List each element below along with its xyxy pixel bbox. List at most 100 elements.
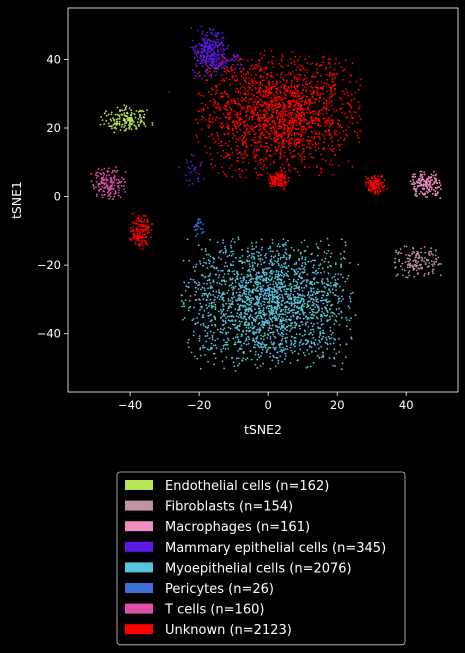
scatter-point <box>258 356 261 359</box>
scatter-point <box>205 151 208 154</box>
scatter-point <box>215 32 217 35</box>
scatter-point <box>124 171 127 174</box>
scatter-point <box>232 260 235 263</box>
scatter-point <box>231 103 233 105</box>
scatter-point <box>273 176 275 178</box>
scatter-point <box>228 254 231 257</box>
scatter-point <box>314 63 317 66</box>
scatter-point <box>269 279 271 282</box>
scatter-point <box>205 119 207 121</box>
scatter-point <box>237 59 240 62</box>
scatter-point <box>289 362 292 364</box>
scatter-point <box>325 252 328 255</box>
scatter-point <box>230 311 233 314</box>
scatter-point <box>257 140 260 143</box>
scatter-point <box>219 251 221 254</box>
scatter-point <box>418 256 421 259</box>
scatter-point <box>333 68 336 71</box>
scatter-point <box>300 113 303 116</box>
scatter-point <box>229 277 232 280</box>
scatter-point <box>300 98 303 100</box>
scatter-point <box>378 192 380 194</box>
scatter-point <box>293 107 295 110</box>
scatter-point <box>357 263 360 266</box>
scatter-point <box>273 127 275 129</box>
scatter-point <box>323 260 326 263</box>
scatter-point <box>223 313 225 316</box>
scatter-point <box>259 282 262 285</box>
scatter-point <box>302 116 305 119</box>
scatter-point <box>220 312 223 315</box>
scatter-point <box>116 106 119 109</box>
scatter-point <box>317 301 319 303</box>
scatter-point <box>293 309 295 311</box>
scatter-point <box>204 34 206 37</box>
scatter-point <box>285 318 287 321</box>
scatter-point <box>301 140 304 143</box>
scatter-point <box>263 79 265 82</box>
scatter-point <box>270 74 273 77</box>
scatter-point <box>288 307 291 310</box>
scatter-point <box>220 270 223 272</box>
scatter-point <box>308 143 311 145</box>
scatter-point <box>409 258 412 261</box>
scatter-point <box>207 42 209 44</box>
scatter-point <box>252 127 254 130</box>
scatter-point <box>340 66 343 68</box>
scatter-point <box>424 185 427 187</box>
scatter-point <box>194 71 196 74</box>
scatter-point <box>282 105 285 108</box>
scatter-point <box>340 273 342 276</box>
scatter-point <box>226 93 229 96</box>
scatter-point <box>338 131 341 134</box>
scatter-point <box>198 283 201 286</box>
scatter-point <box>333 133 336 136</box>
scatter-point <box>281 351 284 353</box>
scatter-point <box>263 323 266 326</box>
scatter-point <box>213 46 216 49</box>
scatter-point <box>119 109 122 111</box>
scatter-point <box>206 348 209 350</box>
scatter-point <box>426 196 429 198</box>
scatter-point <box>257 124 260 126</box>
scatter-point <box>199 62 202 65</box>
scatter-point <box>316 119 319 122</box>
scatter-point <box>291 322 294 324</box>
scatter-point <box>192 330 195 333</box>
scatter-point <box>301 151 304 154</box>
scatter-point <box>215 290 218 293</box>
scatter-point <box>239 58 242 61</box>
scatter-point <box>232 253 234 255</box>
scatter-point <box>214 318 217 321</box>
scatter-point <box>274 308 276 310</box>
scatter-point <box>259 109 261 112</box>
scatter-point <box>222 305 225 308</box>
scatter-point <box>263 50 266 52</box>
scatter-point <box>275 91 277 93</box>
scatter-point <box>279 328 282 331</box>
scatter-point <box>340 263 342 266</box>
scatter-point <box>204 37 207 40</box>
scatter-point <box>258 276 261 279</box>
scatter-point <box>423 171 425 174</box>
scatter-point <box>249 86 252 89</box>
scatter-point <box>320 320 323 322</box>
scatter-point <box>214 165 216 167</box>
scatter-point <box>367 189 370 192</box>
scatter-point <box>267 248 270 250</box>
scatter-point <box>289 111 292 114</box>
scatter-point <box>268 321 271 323</box>
scatter-point <box>327 58 330 61</box>
scatter-point <box>262 307 265 309</box>
scatter-point <box>234 281 237 284</box>
scatter-point <box>284 358 286 360</box>
scatter-point <box>275 292 278 294</box>
scatter-point <box>209 47 212 50</box>
scatter-point <box>379 188 381 190</box>
scatter-point <box>264 113 267 116</box>
scatter-point <box>209 294 212 296</box>
scatter-point <box>320 109 323 111</box>
scatter-point <box>243 157 246 160</box>
scatter-point <box>260 351 263 354</box>
scatter-point <box>261 317 263 319</box>
